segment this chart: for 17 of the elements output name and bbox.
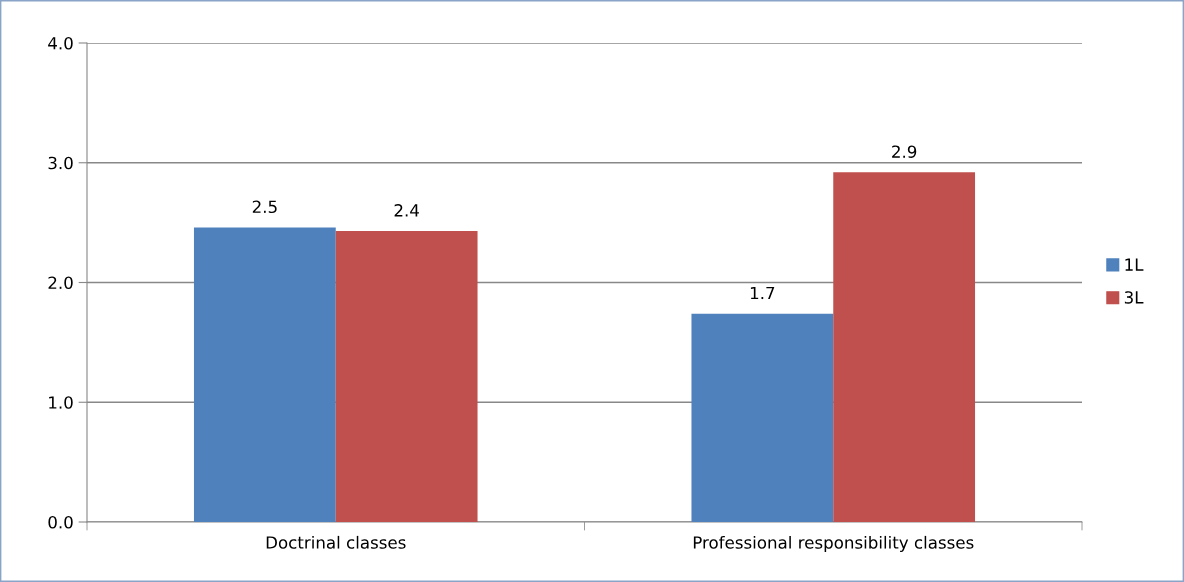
- x-tick-label: Doctrinal classes: [266, 535, 406, 549]
- y-tick-label: 0.0: [48, 515, 73, 529]
- data-label: 2.4: [394, 204, 419, 217]
- y-tick-label: 4.0: [48, 36, 73, 50]
- y-tick-label: 2.0: [48, 276, 73, 290]
- data-label: 2.9: [892, 145, 917, 158]
- y-tick-label: 1.0: [49, 396, 73, 409]
- bar: [691, 313, 834, 522]
- bar: [833, 172, 976, 522]
- data-label: 2.5: [252, 200, 277, 214]
- legend-label: 1L: [1125, 258, 1144, 271]
- data-label: 1.7: [750, 286, 775, 300]
- x-tick-label: Professional responsibility classes: [693, 535, 974, 553]
- legend-label: 3L: [1124, 291, 1144, 304]
- y-tick-label: 3.0: [48, 156, 73, 170]
- bar: [193, 227, 336, 522]
- bar: [335, 231, 478, 522]
